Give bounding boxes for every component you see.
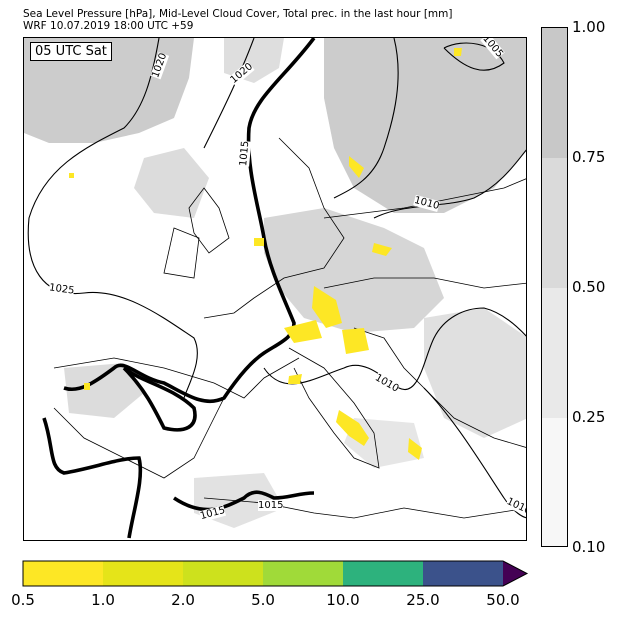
- cloud-tick-label: 0.75: [572, 148, 606, 166]
- cloud-tick-label: 1.00: [572, 18, 606, 36]
- isobars: [27, 38, 526, 519]
- precip-band: [23, 561, 103, 586]
- precipitation-patches: [69, 48, 462, 460]
- cloud-band: [542, 418, 567, 546]
- isobar-label: 1015: [258, 500, 284, 511]
- cloud-band: [542, 288, 567, 418]
- precip-band: [183, 561, 263, 586]
- precip-tick-label: 2.0: [171, 591, 195, 609]
- map-title: Sea Level Pressure [hPa], Mid-Level Clou…: [23, 8, 453, 20]
- cloud-band: [542, 28, 567, 158]
- precip-tick-label: 25.0: [406, 591, 440, 609]
- precip-tick-label: 50.0: [486, 591, 520, 609]
- precip-band: [343, 561, 423, 586]
- valid-time-label: 05 UTC Sat: [30, 42, 112, 61]
- cloud-cover-colorbar: [541, 27, 568, 547]
- precip-band: [103, 561, 183, 586]
- precip-tick-label: 10.0: [326, 591, 360, 609]
- precip-tick-label: 0.5: [11, 591, 35, 609]
- cloud-tick-label: 0.10: [572, 538, 606, 556]
- map-canvas: [24, 38, 526, 539]
- map-subtitle: WRF 10.07.2019 18:00 UTC +59: [23, 20, 194, 32]
- precip-extend-arrow: [503, 561, 527, 586]
- weather-map: 1020 1020 1015 1025 1010 1010 1015 1015 …: [23, 37, 527, 541]
- precip-band: [423, 561, 503, 586]
- precip-band: [263, 561, 343, 586]
- cloud-band: [542, 158, 567, 288]
- precip-tick-label: 1.0: [91, 591, 115, 609]
- precip-tick-label: 5.0: [251, 591, 275, 609]
- isobar-label: 1015: [238, 140, 252, 167]
- cloud-tick-label: 0.50: [572, 278, 606, 296]
- precip-colorbar: [22, 560, 529, 587]
- isobar-1015-bold: [42, 38, 316, 539]
- cloud-tick-label: 0.25: [572, 408, 606, 426]
